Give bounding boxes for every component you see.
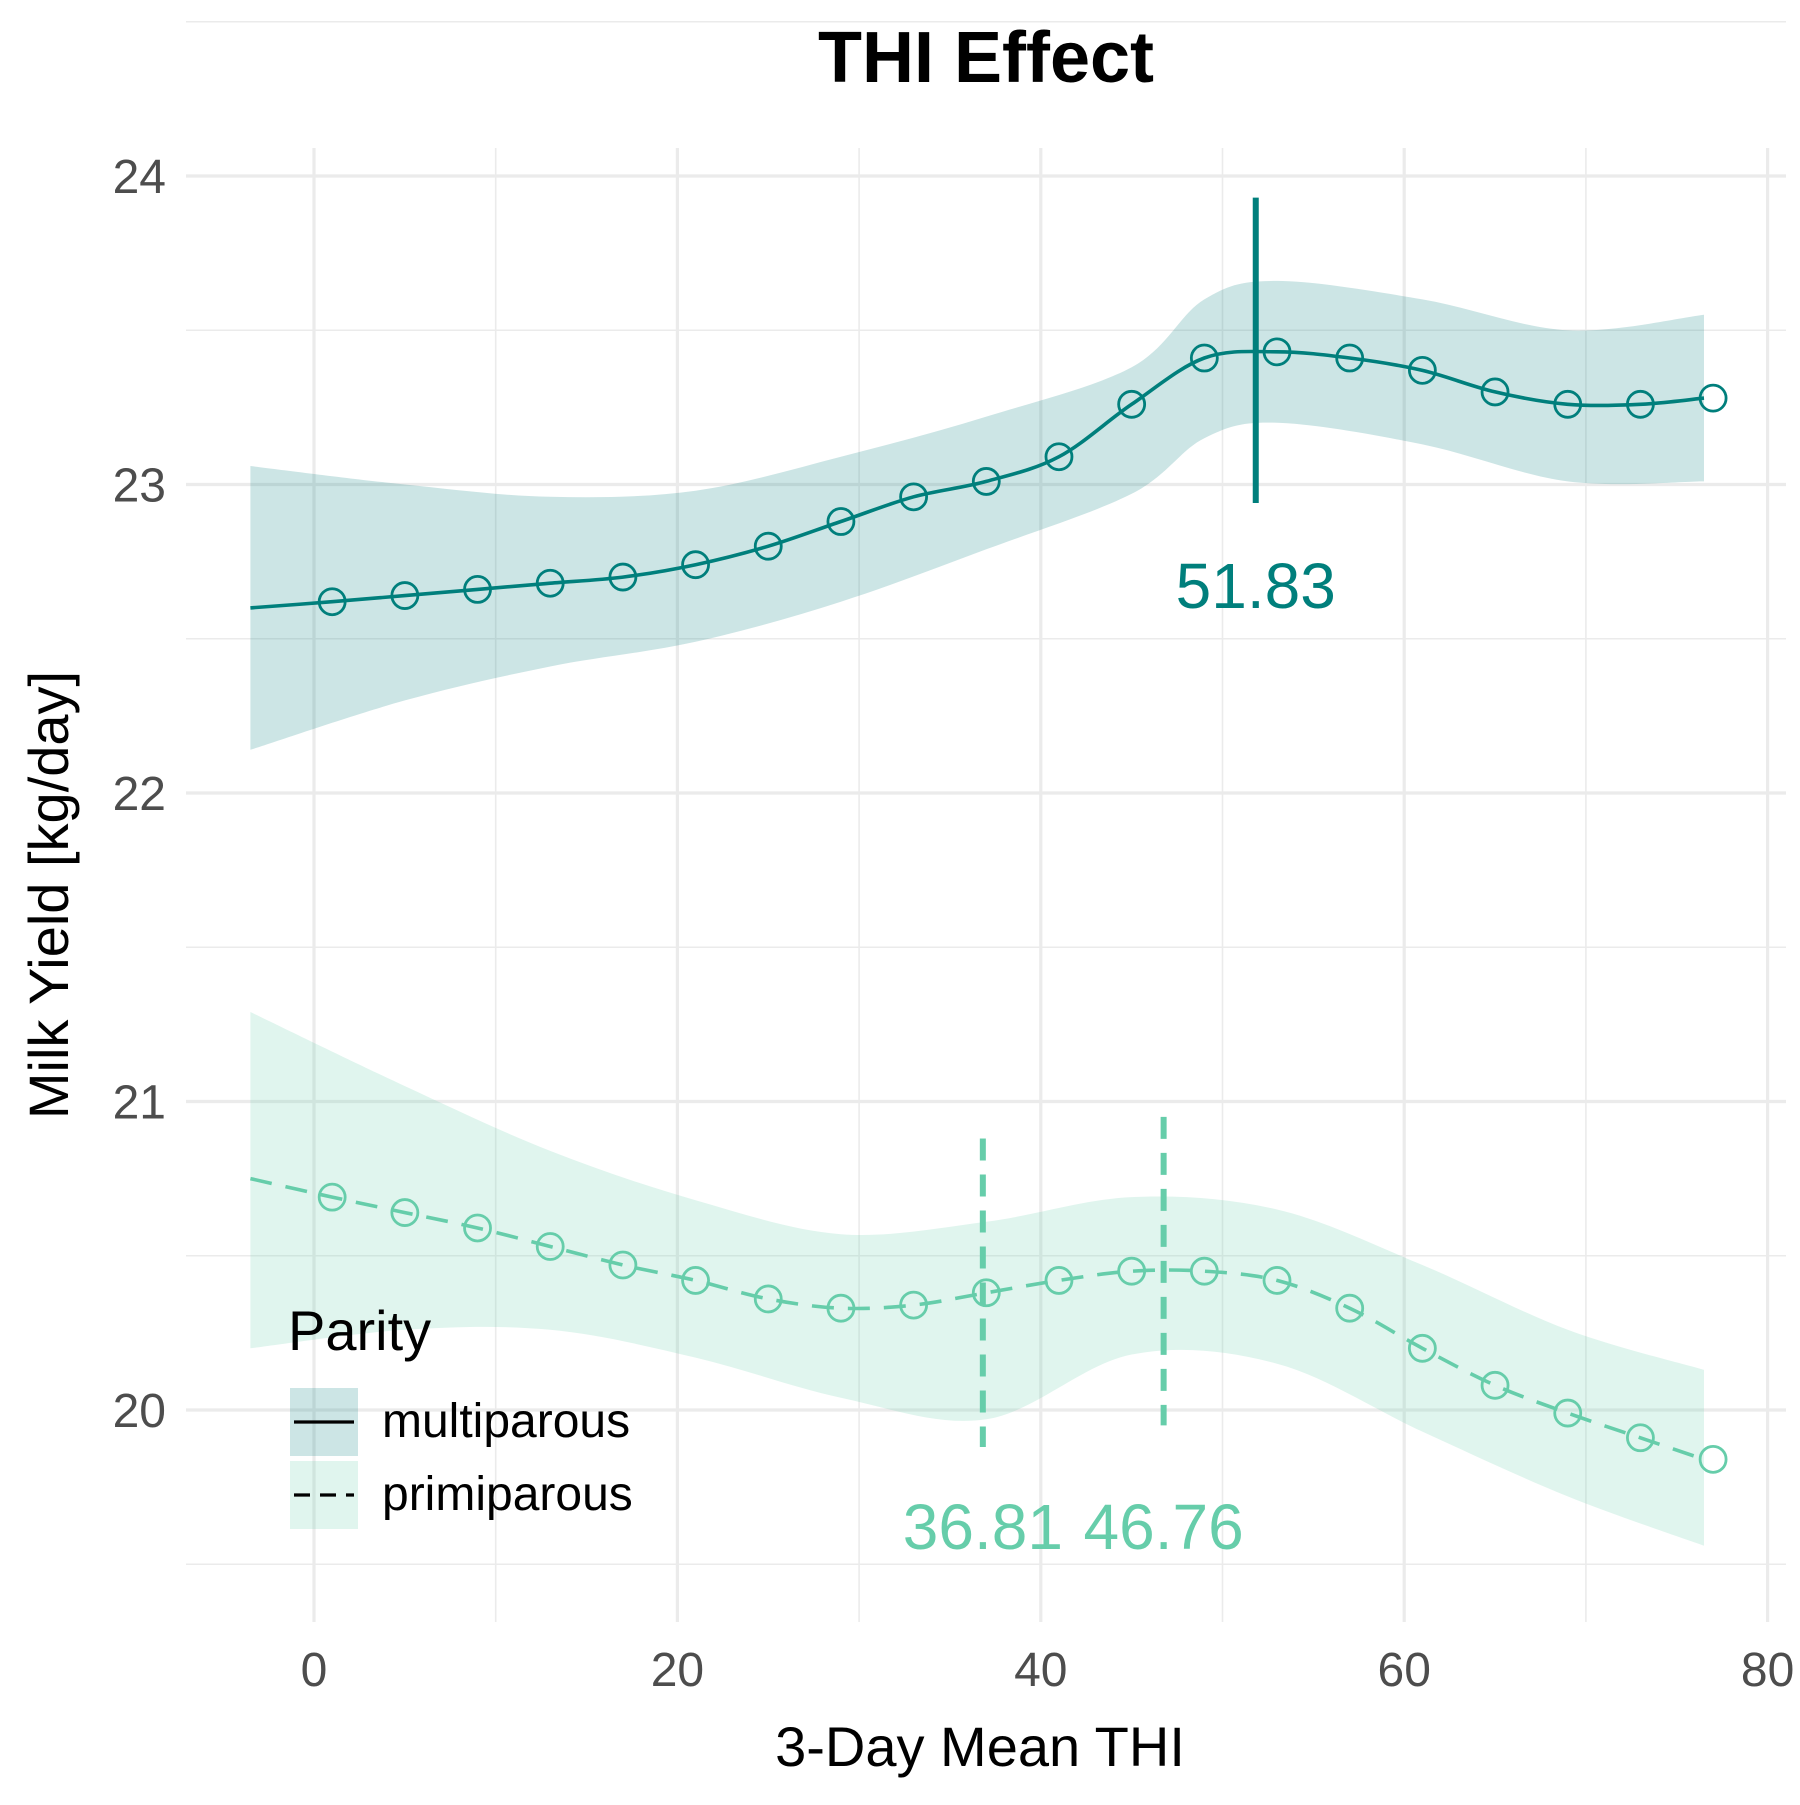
data-point-primiparous <box>1044 1266 1074 1295</box>
data-point-primiparous <box>971 1278 1001 1308</box>
legend-title: Parity <box>288 1299 431 1362</box>
data-point-multiparous <box>1626 389 1655 419</box>
y-tick-label: 20 <box>113 1385 166 1438</box>
data-point-primiparous <box>390 1198 420 1227</box>
data-point-primiparous <box>608 1250 638 1280</box>
data-point-primiparous <box>1117 1256 1147 1286</box>
y-tick-label: 24 <box>113 151 166 204</box>
data-point-primiparous <box>1262 1266 1292 1295</box>
series-line-primiparous <box>249 1176 1705 1462</box>
plot-layer: 0 20 40 60 80 20 21 22 23 24 51.83 36.81 46.76 <box>113 20 1794 1697</box>
data-point-primiparous <box>1189 1256 1219 1286</box>
data-point-primiparous <box>1553 1398 1583 1428</box>
data-point-primiparous <box>753 1284 783 1314</box>
breakpoint-label: 36.81 <box>903 1491 1063 1563</box>
legend-label-primiparous: primiparous <box>382 1468 633 1521</box>
data-point-multiparous <box>1480 377 1510 407</box>
x-axis-title: 3-Day Mean THI <box>775 1715 1185 1778</box>
data-point-multiparous <box>1698 383 1728 413</box>
data-point-primiparous <box>1698 1444 1728 1474</box>
data-point-primiparous <box>899 1290 929 1320</box>
data-point-multiparous <box>681 550 710 580</box>
data-point-primiparous <box>463 1213 492 1243</box>
data-point-primiparous <box>826 1293 856 1323</box>
x-tick-label: 20 <box>651 1644 704 1697</box>
data-point-multiparous <box>463 574 492 604</box>
data-point-multiparous <box>899 482 929 512</box>
x-tick-label: 80 <box>1741 1644 1794 1697</box>
y-tick-label: 23 <box>113 460 166 513</box>
y-axis-title: Milk Yield [kg/day] <box>17 671 80 1119</box>
x-tick-label: 0 <box>301 1644 328 1697</box>
series-line-multiparous <box>250 349 1705 610</box>
y-tick-label: 22 <box>113 768 166 821</box>
confidence-band-multiparous <box>250 280 1704 750</box>
data-point-primiparous <box>535 1232 565 1261</box>
data-point-multiparous <box>535 568 565 598</box>
legend: Parity multiparous primiparous <box>288 1299 633 1529</box>
data-point-multiparous <box>1189 343 1219 373</box>
data-point-primiparous <box>317 1182 347 1212</box>
legend-label-multiparous: multiparous <box>382 1395 630 1448</box>
data-point-multiparous <box>1044 442 1074 472</box>
legend-keys <box>290 1388 358 1529</box>
data-point-multiparous <box>753 531 783 561</box>
breakpoint-label: 51.83 <box>1176 550 1336 622</box>
data-point-multiparous <box>1335 343 1365 373</box>
data-point-multiparous <box>971 467 1001 496</box>
data-point-multiparous <box>317 587 347 617</box>
chart-title: THI Effect <box>818 18 1154 98</box>
y-tick-label: 21 <box>113 1077 166 1130</box>
data-point-primiparous <box>681 1266 710 1295</box>
data-point-multiparous <box>390 581 420 610</box>
data-point-multiparous <box>1117 389 1147 419</box>
data-point-primiparous <box>1407 1333 1437 1363</box>
data-point-primiparous <box>1626 1423 1655 1453</box>
data-point-primiparous <box>1335 1293 1365 1323</box>
x-tick-label: 40 <box>1014 1644 1067 1697</box>
data-point-multiparous <box>826 507 856 536</box>
data-point-multiparous <box>1407 355 1437 385</box>
x-tick-label: 60 <box>1378 1644 1431 1697</box>
breakpoint-label: 46.76 <box>1084 1491 1244 1563</box>
data-point-multiparous <box>1553 389 1583 419</box>
data-point-multiparous <box>608 562 638 592</box>
data-point-multiparous <box>1262 337 1292 367</box>
data-point-primiparous <box>1480 1370 1510 1400</box>
confidence-band-primiparous <box>250 1012 1704 1546</box>
